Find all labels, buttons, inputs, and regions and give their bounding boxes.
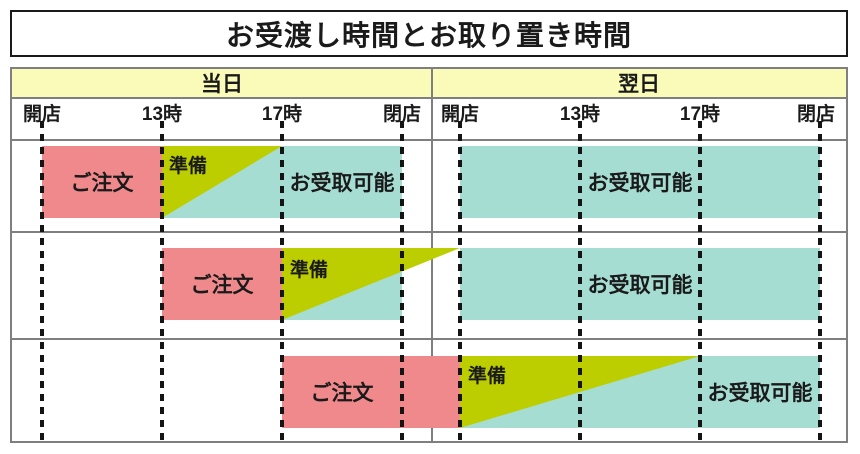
- row-separator-3: [12, 338, 846, 340]
- gridline-close-today: [400, 121, 404, 441]
- row3-pickup-next-label: お受取可能: [707, 382, 813, 405]
- row3-order-bar: [282, 356, 460, 428]
- time-label-open-today: 開店: [22, 103, 61, 125]
- time-label-13-today: 13時: [141, 103, 183, 125]
- gridline-open-today: [40, 121, 44, 441]
- row1-pickup-today-label: お受取可能: [289, 172, 395, 195]
- gridline-17-next: [698, 121, 702, 441]
- gridline-17-today: [280, 121, 284, 441]
- header-next-day: 翌日: [432, 69, 846, 99]
- row1-pickup-next-label: お受取可能: [587, 172, 693, 195]
- title-box: お受渡し時間とお取り置き時間: [10, 10, 848, 57]
- time-label-open-next: 開店: [440, 103, 479, 125]
- gridline-open-next: [458, 121, 462, 441]
- row-separator-2: [12, 231, 846, 233]
- time-label-17-today: 17時: [261, 103, 303, 125]
- row1-pickup-next-bar: [460, 146, 820, 218]
- row2-order-label: ご注文: [190, 274, 254, 297]
- row2-order-bar: [162, 248, 282, 320]
- row2-prep-label: 準備: [290, 260, 329, 281]
- row3-prep-label: 準備: [468, 366, 507, 387]
- row1-order-bar: [42, 146, 162, 218]
- gridline-13-next: [578, 121, 582, 441]
- header-same-day: 当日: [12, 69, 432, 99]
- time-label-close-today: 閉店: [382, 103, 421, 125]
- row-separator-1: [12, 139, 846, 141]
- row1-prep-label: 準備: [169, 156, 208, 177]
- header-same-day-label: 当日: [201, 73, 243, 96]
- row1-order-label: ご注文: [70, 172, 134, 195]
- header-next-day-label: 翌日: [618, 73, 660, 96]
- row2-pickup-next-label: お受取可能: [587, 274, 693, 297]
- gridline-close-next: [818, 121, 822, 441]
- row2-pickup-next-bar: [460, 248, 820, 320]
- gridline-13-today: [160, 121, 164, 441]
- time-label-17-next: 17時: [679, 103, 721, 125]
- page-title: お受渡し時間とお取り置き時間: [225, 19, 632, 51]
- schedule-table: 当日 翌日 開店 13時 17時 閉店 開店 13時 17時 閉店 ご注文 準備…: [10, 67, 848, 443]
- time-label-close-next: 閉店: [796, 103, 835, 125]
- row3-order-label: ご注文: [310, 382, 374, 405]
- time-label-13-next: 13時: [559, 103, 601, 125]
